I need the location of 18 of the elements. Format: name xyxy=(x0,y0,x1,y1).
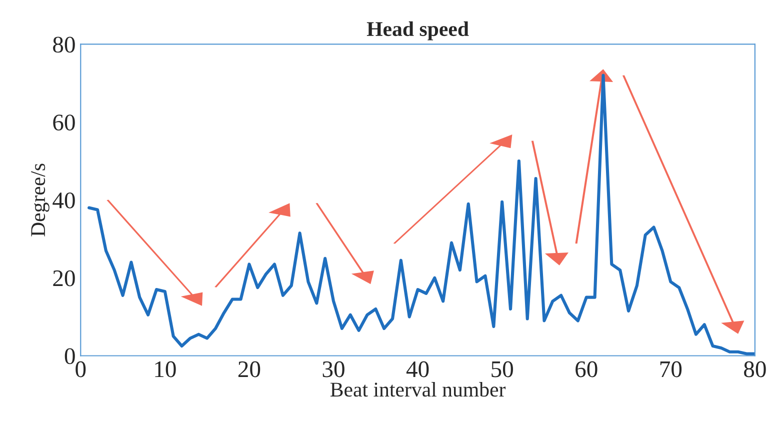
chart-title: Head speed xyxy=(366,21,469,40)
x-tick-label: 40 xyxy=(406,361,429,378)
x-tick-label: 20 xyxy=(238,361,260,378)
x-axis-title: Beat interval number xyxy=(330,382,506,397)
x-tick-label: 50 xyxy=(492,361,513,378)
x-tick-label: 30 xyxy=(322,361,344,378)
x-tick-label: 60 xyxy=(576,361,598,378)
y-tick-label: 20 xyxy=(53,270,75,286)
y-tick-label: 80 xyxy=(53,36,75,53)
x-tick-label: 0 xyxy=(76,361,86,378)
x-tick-label: 70 xyxy=(660,361,682,378)
x-tick-label: 10 xyxy=(155,361,176,378)
y-axis-title: Degree/s xyxy=(31,164,50,236)
y-tick-label: 60 xyxy=(53,114,75,131)
y-tick-label: 0 xyxy=(64,348,75,364)
x-tick-label: 80 xyxy=(744,361,766,378)
line-series xyxy=(88,74,755,356)
y-tick-label: 40 xyxy=(52,192,75,208)
